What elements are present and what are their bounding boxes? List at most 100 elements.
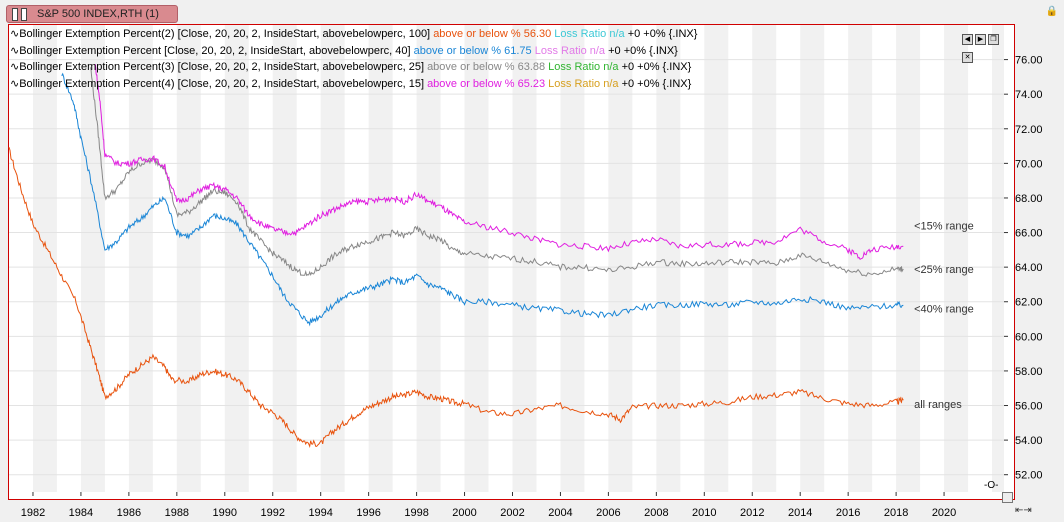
legend-above-label: above or below % bbox=[433, 28, 521, 40]
year-band bbox=[656, 25, 681, 492]
series-line-s100 bbox=[8, 147, 904, 449]
x-tick-label: 1982 bbox=[21, 507, 45, 519]
plot-area[interactable] bbox=[8, 24, 1015, 500]
legend-above-value: 65.23 bbox=[517, 77, 546, 90]
close-icon[interactable]: ✕ bbox=[962, 52, 973, 63]
series-label: all ranges bbox=[914, 399, 962, 411]
y-tick-label: 74.00 bbox=[1015, 89, 1043, 101]
year-band bbox=[416, 25, 441, 492]
year-band bbox=[224, 25, 249, 492]
x-tick-label: 2008 bbox=[644, 507, 668, 519]
y-tick-label: 52.00 bbox=[1015, 470, 1043, 482]
legend-loss-label: Loss Ratio n/a bbox=[534, 44, 606, 57]
legend-row[interactable]: ∿Bollinger Extemption Percent(2) [Close,… bbox=[10, 26, 697, 43]
x-tick-label: 2000 bbox=[452, 507, 476, 519]
indicator-wave-icon: ∿ bbox=[10, 61, 20, 73]
legend-tail-text: +0 +0% {.INX} bbox=[621, 61, 692, 73]
x-tick-label: 2014 bbox=[788, 507, 812, 519]
year-band bbox=[944, 25, 969, 492]
pane-tools[interactable]: ◀ ▶ ❐ ✕ bbox=[962, 28, 1007, 63]
y-tick-label: 62.00 bbox=[1015, 297, 1043, 309]
year-band bbox=[272, 25, 297, 492]
x-tick-label: 2012 bbox=[740, 507, 764, 519]
x-tick-label: 2002 bbox=[500, 507, 524, 519]
x-tick-label: 1998 bbox=[404, 507, 428, 519]
legend-above-value: 61.75 bbox=[504, 44, 532, 57]
year-band bbox=[704, 25, 729, 492]
move-right-icon[interactable]: ▶ bbox=[975, 34, 986, 45]
legend-row[interactable]: ∿Bollinger Extemption Percent(4) [Close,… bbox=[10, 76, 697, 93]
x-tick-label: 1990 bbox=[213, 507, 237, 519]
indicator-wave-icon: ∿ bbox=[10, 28, 20, 40]
y-tick-label: 60.00 bbox=[1015, 331, 1043, 343]
move-left-icon[interactable]: ◀ bbox=[962, 34, 973, 45]
y-tick-label: 56.00 bbox=[1015, 401, 1043, 413]
year-band bbox=[368, 25, 393, 492]
y-tick-label: 54.00 bbox=[1015, 435, 1043, 447]
window-split-icon[interactable] bbox=[11, 8, 33, 21]
year-band bbox=[512, 25, 537, 492]
y-tick-label: 64.00 bbox=[1015, 262, 1043, 274]
legend-loss-label: Loss Ratio n/a bbox=[548, 61, 619, 73]
year-band bbox=[992, 25, 1004, 492]
indicator-wave-icon: ∿ bbox=[10, 44, 20, 57]
legend-tail-text: +0 +0% {.INX} bbox=[608, 44, 678, 57]
y-tick-label: 70.00 bbox=[1015, 158, 1043, 170]
x-tick-label: 2016 bbox=[836, 507, 860, 519]
legend-indicator-text: Bollinger Extemption Percent(4) [Close, … bbox=[19, 77, 424, 90]
legend-above-value: 56.30 bbox=[523, 28, 552, 40]
legend-loss-label: Loss Ratio n/a bbox=[548, 77, 619, 90]
series-label: <15% range bbox=[914, 221, 974, 233]
y-tick-label: 66.00 bbox=[1015, 228, 1043, 240]
legend-row[interactable]: ∿Bollinger Extemption Percent(3) [Close,… bbox=[10, 59, 697, 76]
legend-above-label: above or below % bbox=[427, 77, 515, 90]
x-tick-label: 2018 bbox=[884, 507, 908, 519]
x-tick-label: 2010 bbox=[692, 507, 716, 519]
window-title: S&P 500 INDEX,RTH (1) bbox=[37, 8, 159, 20]
x-tick-label: 2020 bbox=[932, 507, 956, 519]
legend-above-value: 63.88 bbox=[517, 61, 546, 73]
indicator-legend: ∿Bollinger Extemption Percent(2) [Close,… bbox=[10, 26, 697, 92]
x-tick-label: 1994 bbox=[308, 507, 332, 519]
series-label: <40% range bbox=[914, 304, 974, 316]
x-tick-label: 2006 bbox=[596, 507, 620, 519]
year-band bbox=[752, 25, 777, 492]
time-scroll-icon[interactable]: ⇤⇥ bbox=[1015, 505, 1032, 516]
year-band bbox=[608, 25, 633, 492]
y-tick-label: 72.00 bbox=[1015, 124, 1043, 136]
lock-icon[interactable]: 🔒 bbox=[1045, 6, 1058, 17]
restore-icon[interactable]: ❐ bbox=[988, 34, 999, 45]
legend-row[interactable]: ∿Bollinger Extemption Percent [Close, 20… bbox=[10, 43, 697, 60]
legend-indicator-text: Bollinger Extemption Percent [Close, 20,… bbox=[19, 44, 411, 57]
x-tick-label: 1986 bbox=[117, 507, 141, 519]
legend-tail-text: +0 +0% {.INX} bbox=[627, 28, 698, 40]
legend-indicator-text: Bollinger Extemption Percent(3) [Close, … bbox=[19, 61, 424, 73]
series-label: <25% range bbox=[914, 264, 974, 276]
year-band bbox=[896, 25, 921, 492]
series-line-s25 bbox=[90, 67, 904, 277]
zoom-control[interactable]: -O- bbox=[984, 480, 998, 491]
year-band bbox=[80, 25, 105, 492]
x-tick-label: 1984 bbox=[69, 507, 93, 519]
year-band bbox=[128, 25, 153, 492]
y-tick-label: 76.00 bbox=[1015, 55, 1043, 67]
x-tick-label: 1996 bbox=[356, 507, 380, 519]
x-tick-label: 1988 bbox=[165, 507, 189, 519]
y-tick-label: 68.00 bbox=[1015, 193, 1043, 205]
year-band bbox=[32, 25, 57, 492]
chart-window-tab[interactable]: S&P 500 INDEX,RTH (1) bbox=[6, 5, 178, 23]
indicator-wave-icon: ∿ bbox=[10, 77, 20, 90]
x-tick-label: 2004 bbox=[548, 507, 572, 519]
legend-indicator-text: Bollinger Extemption Percent(2) [Close, … bbox=[19, 28, 431, 40]
series-line-s40 bbox=[61, 72, 904, 327]
year-band bbox=[464, 25, 489, 492]
legend-above-label: above or below % bbox=[427, 61, 515, 73]
legend-tail-text: +0 +0% {.INX} bbox=[621, 77, 692, 90]
series-line-s15 bbox=[94, 64, 904, 260]
y-tick-label: 58.00 bbox=[1015, 366, 1043, 378]
resize-grip-icon[interactable] bbox=[1002, 492, 1013, 503]
x-tick-label: 1992 bbox=[260, 507, 284, 519]
legend-above-label: above or below % bbox=[413, 44, 502, 57]
legend-loss-label: Loss Ratio n/a bbox=[554, 28, 625, 40]
